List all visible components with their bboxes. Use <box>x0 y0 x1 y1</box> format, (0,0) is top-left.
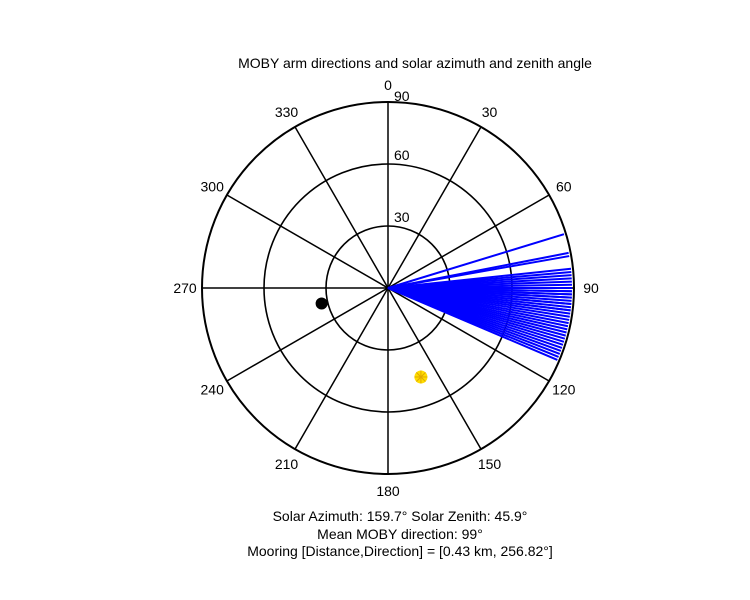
angle-tick-label-210: 210 <box>275 456 299 472</box>
markers <box>315 297 428 384</box>
mooring-caption: Mooring [Distance,Direction] = [0.43 km,… <box>247 543 553 559</box>
angle-tick-label-240: 240 <box>201 382 225 398</box>
angle-tick-label-330: 330 <box>275 104 299 120</box>
arm-direction-line <box>387 255 570 289</box>
arm-direction-line <box>387 233 565 289</box>
radial-tick-label-30: 30 <box>394 209 410 225</box>
angle-tick-label-180: 180 <box>376 483 400 499</box>
chart-title: MOBY arm directions and solar azimuth an… <box>238 55 592 71</box>
sun-marker-ray <box>415 372 422 378</box>
angle-tick-label-150: 150 <box>478 456 502 472</box>
arm-direction-line <box>387 287 558 361</box>
arm-direction-series <box>387 233 572 361</box>
sun-marker-ray <box>420 376 426 382</box>
moby-direction-caption: Mean MOBY direction: 99° <box>317 526 483 542</box>
radial-tick-label-60: 60 <box>394 147 410 163</box>
sun-marker-ray <box>415 376 422 382</box>
angle-tick-label-60: 60 <box>556 179 572 195</box>
mooring-marker <box>315 297 328 310</box>
sun-marker <box>414 370 428 384</box>
angle-tick-label-300: 300 <box>201 179 225 195</box>
tick-labels: 0 30 60 90 120 150 180 210 240 270 300 330 30 60 90 <box>173 77 599 499</box>
sun-marker-ray <box>420 372 426 378</box>
angle-tick-label-120: 120 <box>552 382 576 398</box>
angle-tick-label-0: 0 <box>384 77 392 93</box>
solar-caption: Solar Azimuth: 159.7° Solar Zenith: 45.9… <box>272 508 528 524</box>
angle-tick-label-270: 270 <box>173 280 197 296</box>
radial-tick-label-90: 90 <box>394 88 410 104</box>
angle-tick-label-30: 30 <box>482 104 498 120</box>
angle-tick-label-90: 90 <box>583 280 599 296</box>
